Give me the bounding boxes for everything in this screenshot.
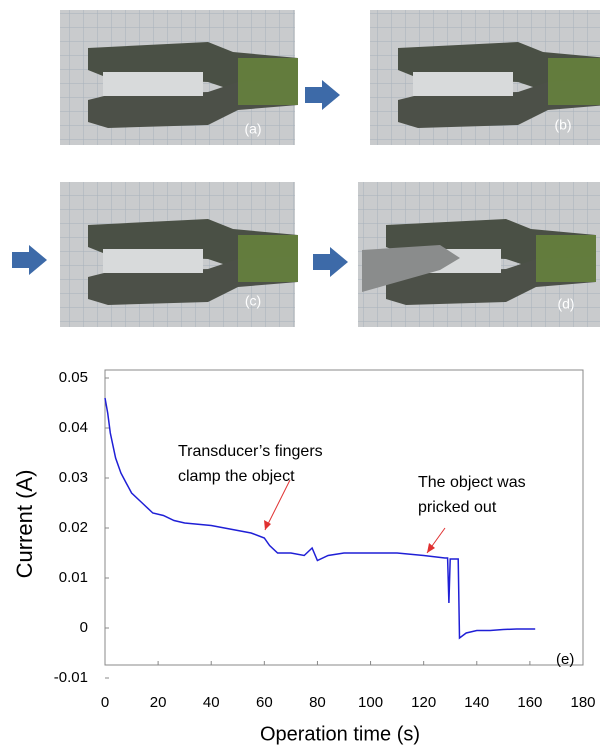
y-axis-label: Current (A) [12, 470, 37, 579]
x-tick-label: 160 [517, 694, 542, 711]
x-tick-label: 120 [411, 694, 436, 711]
x-tick-label: 100 [358, 694, 383, 711]
photo-a [60, 10, 298, 145]
y-tick-label: 0 [80, 619, 88, 636]
panel-label: (a) [244, 121, 261, 137]
photo-c [60, 182, 298, 327]
annotation: pricked out [418, 499, 497, 516]
annotation-arrow-head [264, 520, 271, 530]
annotation: clamp the object [178, 468, 295, 485]
annotation: Transducer’s fingers [178, 443, 323, 460]
x-tick-label: 180 [570, 694, 595, 711]
x-axis-label: Operation time (s) [260, 723, 420, 745]
annotation-arrow-head [427, 543, 435, 553]
panel-label: (b) [554, 117, 571, 133]
plot-frame [105, 370, 583, 665]
x-tick-label: 80 [309, 694, 326, 711]
x-tick-label: 20 [150, 694, 167, 711]
data-line [105, 398, 535, 638]
y-tick-label: 0.02 [59, 519, 88, 536]
x-tick-label: 0 [101, 694, 109, 711]
panel-label: (d) [557, 296, 574, 312]
y-tick-label: 0.05 [59, 369, 88, 386]
y-tick-label: 0.01 [59, 569, 88, 586]
annotation: The object was [418, 474, 526, 491]
y-tick-label: 0.04 [59, 419, 88, 436]
x-tick-label: 140 [464, 694, 489, 711]
y-tick-label: 0.03 [59, 469, 88, 486]
x-tick-label: 40 [203, 694, 220, 711]
panel-label: (c) [245, 293, 261, 309]
figure: (a) (b) (c) (d) Operation time (s) Curre… [0, 0, 600, 749]
annotation-arrow [265, 480, 290, 530]
x-tick-label: 60 [256, 694, 273, 711]
y-tick-label: -0.01 [54, 669, 88, 686]
annotation: (e) [556, 651, 574, 668]
